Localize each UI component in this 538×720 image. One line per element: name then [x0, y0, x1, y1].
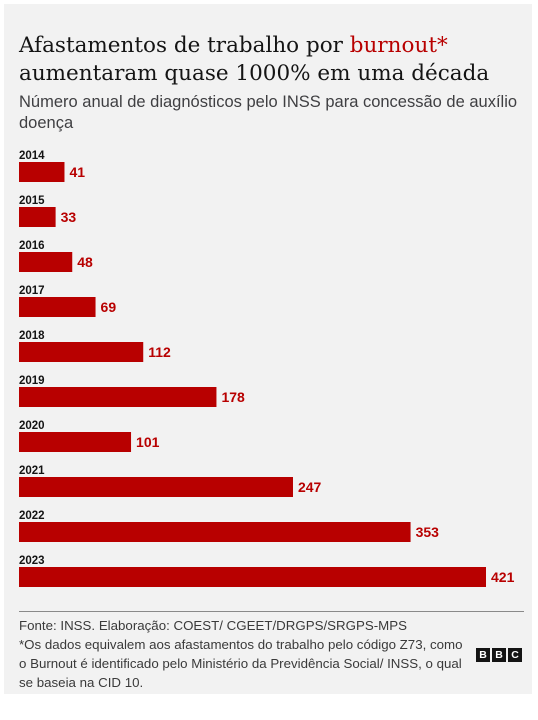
value-label: 178 — [221, 389, 245, 405]
title-highlight: burnout* — [349, 33, 448, 58]
bbc-logo-letter-1: B — [476, 648, 490, 662]
bbc-logo-letter-2: B — [492, 648, 506, 662]
chart-subtitle: Número anual de diagnósticos pelo INSS p… — [19, 93, 518, 132]
category-label: 2017 — [19, 285, 45, 297]
bar — [19, 432, 132, 452]
category-label: 2021 — [19, 465, 45, 477]
value-label: 33 — [61, 209, 77, 225]
title-part-2: aumentaram quase 1000% em uma década — [19, 61, 490, 86]
category-label: 2020 — [19, 420, 45, 432]
category-label: 2022 — [19, 510, 45, 522]
category-label: 2014 — [19, 150, 45, 162]
value-label: 112 — [148, 344, 171, 360]
bar — [19, 522, 411, 542]
footnote-text: *Os dados equivalem aos afastamentos do … — [19, 637, 463, 690]
bar — [19, 342, 144, 362]
bar — [19, 477, 293, 497]
category-label: 2016 — [19, 240, 45, 252]
title-part-1: Afastamentos de trabalho por — [19, 33, 350, 58]
category-label: 2015 — [19, 195, 45, 207]
bar — [19, 297, 96, 317]
value-label: 101 — [136, 434, 160, 450]
bbc-logo: B B C — [476, 648, 522, 662]
value-label: 69 — [101, 299, 117, 315]
bar — [19, 207, 56, 227]
bar — [19, 252, 73, 272]
value-label: 41 — [69, 164, 85, 180]
value-label: 353 — [416, 524, 440, 540]
source-text: Fonte: INSS. Elaboração: COEST/ CGEET/DR… — [19, 618, 407, 633]
footer-divider — [19, 611, 524, 612]
bbc-logo-letter-3: C — [508, 648, 522, 662]
bar — [19, 387, 217, 407]
category-label: 2019 — [19, 375, 45, 387]
bar — [19, 567, 486, 587]
bar — [19, 162, 65, 182]
category-label: 2018 — [19, 330, 45, 342]
value-label: 421 — [491, 569, 515, 585]
chart-card: Afastamentos de trabalho por burnout* aum… — [4, 4, 532, 694]
category-label: 2023 — [19, 555, 45, 567]
value-label: 48 — [77, 254, 93, 270]
chart-title: Afastamentos de trabalho por burnout* aum… — [19, 32, 524, 88]
value-label: 247 — [298, 479, 322, 495]
bar-chart: 2014 41 2015 33 2016 48 2017 69 2018 112 2019 178 20… — [19, 150, 515, 587]
footer: Fonte: INSS. Elaboração: COEST/ CGEET/DR… — [19, 616, 469, 692]
